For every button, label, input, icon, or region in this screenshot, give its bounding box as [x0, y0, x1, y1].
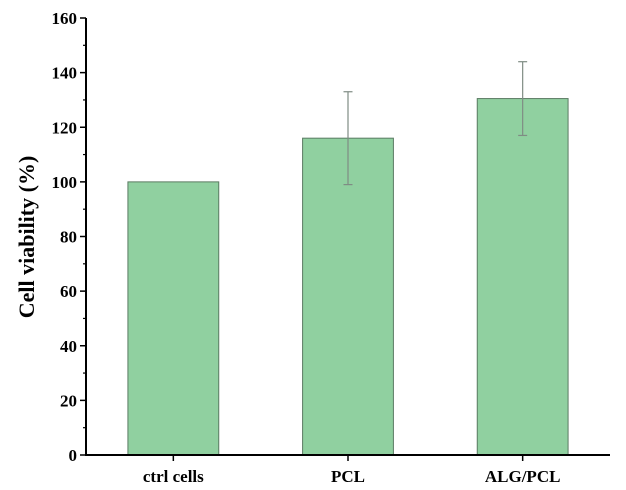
bar-ctrl-cells	[127, 181, 220, 456]
y-tick-label-120: 120	[52, 118, 78, 137]
axes-frame	[85, 18, 610, 456]
bar-pcl	[302, 137, 394, 456]
y-tick-label-60: 60	[60, 282, 77, 301]
y-tick-label-0: 0	[69, 446, 78, 465]
error-bars	[343, 61, 528, 186]
x-tick-label-2: ALG/PCL	[485, 467, 561, 486]
y-axis-tick-labels: 0 20 40 60 80 100 120 140 160	[52, 9, 78, 465]
bar-alg-pcl	[476, 98, 569, 456]
y-tick-label-80: 80	[60, 228, 77, 247]
y-tick-label-160: 160	[52, 9, 78, 28]
x-axis-tick-labels: ctrl cells PCL ALG/PCL	[143, 467, 561, 486]
bars	[127, 98, 569, 456]
y-tick-label-20: 20	[60, 391, 77, 410]
x-tick-label-0: ctrl cells	[143, 467, 204, 486]
x-tick-label-1: PCL	[331, 467, 365, 486]
y-axis-title: Cell viability (%)	[14, 156, 39, 319]
y-tick-label-140: 140	[52, 64, 78, 83]
y-tick-label-100: 100	[52, 173, 78, 192]
y-tick-label-40: 40	[60, 337, 77, 356]
